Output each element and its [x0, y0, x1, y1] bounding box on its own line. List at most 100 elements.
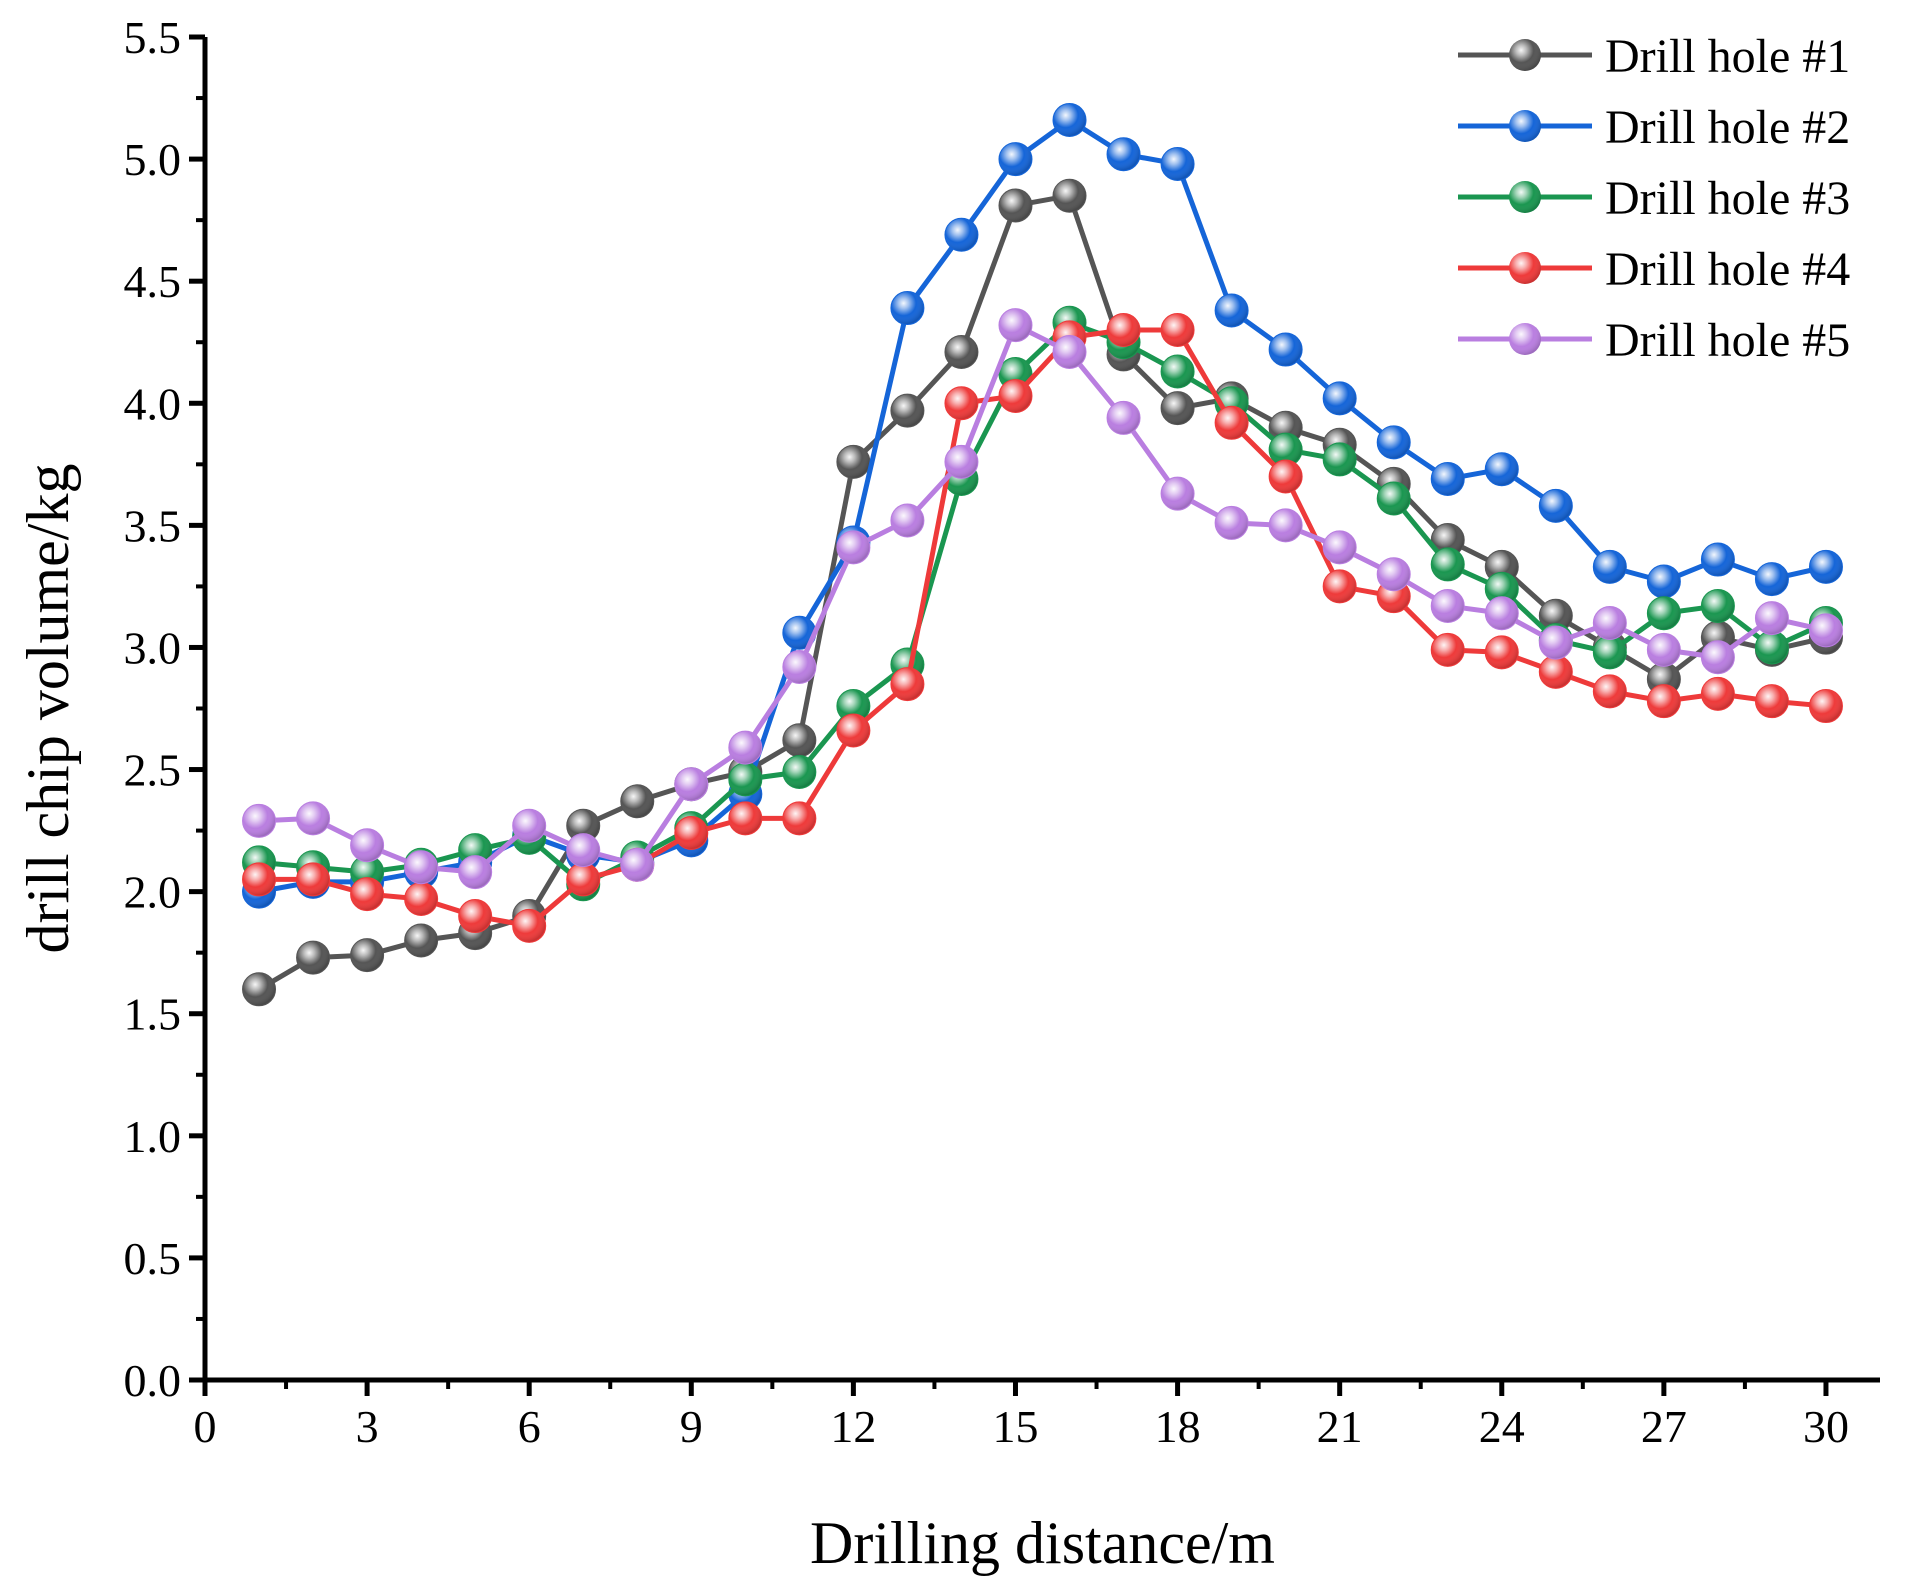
data-point-highlight: [513, 909, 546, 942]
data-point-highlight: [1269, 460, 1302, 493]
data-point: [404, 850, 439, 885]
data-point: [1106, 313, 1141, 348]
y-tick-label: 5.5: [124, 12, 182, 63]
data-point-highlight: [1215, 506, 1248, 539]
data-point-highlight: [1701, 589, 1734, 622]
data-point: [1484, 452, 1519, 487]
data-point: [1700, 588, 1735, 623]
data-point-highlight: [1323, 443, 1356, 476]
data-point-highlight: [1539, 599, 1572, 632]
data-point-highlight: [459, 900, 492, 933]
data-point: [242, 862, 277, 897]
data-point: [1160, 313, 1195, 348]
data-point: [1592, 606, 1627, 641]
data-point: [1430, 547, 1465, 582]
data-point-highlight: [351, 939, 384, 972]
data-point-highlight: [1485, 636, 1518, 669]
data-point-highlight: [837, 445, 870, 478]
data-point-highlight: [1701, 641, 1734, 674]
data-point-highlight: [1539, 626, 1572, 659]
data-point: [350, 938, 385, 973]
data-point: [1160, 354, 1195, 389]
data-point: [242, 972, 277, 1007]
data-point: [1592, 674, 1627, 709]
data-point-highlight: [1269, 509, 1302, 542]
data-point: [782, 723, 817, 758]
data-point-highlight: [1107, 401, 1140, 434]
data-point-highlight: [1107, 138, 1140, 171]
data-point-highlight: [1377, 482, 1410, 515]
data-point-highlight: [999, 379, 1032, 412]
legend-marker-highlight: [1509, 323, 1541, 355]
legend-label: Drill hole #1: [1605, 30, 1850, 83]
y-tick-label: 0.0: [124, 1355, 182, 1406]
data-point: [890, 503, 925, 538]
legend-marker-highlight: [1509, 39, 1541, 71]
legend-marker-highlight: [1509, 252, 1541, 284]
data-point: [620, 847, 655, 882]
data-point: [1754, 601, 1789, 636]
data-point: [1376, 481, 1411, 516]
legend-marker-highlight: [1509, 181, 1541, 213]
data-point: [728, 762, 763, 797]
legend-item-drill-hole-4: Drill hole #4: [1458, 243, 1850, 296]
series-drill-hole-2: [242, 103, 1843, 909]
y-tick-label: 3.0: [124, 622, 182, 673]
data-point: [458, 899, 493, 934]
data-point-highlight: [1053, 335, 1086, 368]
data-point: [566, 808, 601, 843]
data-point-highlight: [1161, 147, 1194, 180]
data-point-highlight: [783, 650, 816, 683]
data-point: [890, 291, 925, 326]
x-tick-label: 15: [992, 1401, 1038, 1452]
y-tick-label: 5.0: [124, 134, 182, 185]
data-point: [998, 308, 1033, 343]
data-point: [1052, 103, 1087, 138]
data-point-highlight: [1755, 685, 1788, 718]
data-point: [1322, 442, 1357, 477]
data-point: [674, 816, 709, 851]
data-point-highlight: [1053, 179, 1086, 212]
data-point-highlight: [1431, 462, 1464, 495]
data-point: [1484, 635, 1519, 670]
data-point: [1484, 596, 1519, 631]
data-point-highlight: [1431, 524, 1464, 557]
data-point: [1322, 569, 1357, 604]
data-point: [1106, 400, 1141, 435]
data-point: [1430, 523, 1465, 558]
data-point-highlight: [1485, 597, 1518, 630]
data-point: [1430, 632, 1465, 667]
y-tick-label: 4.0: [124, 378, 182, 429]
data-point: [1754, 684, 1789, 719]
data-point: [836, 530, 871, 565]
data-point-highlight: [1215, 406, 1248, 439]
y-tick-label: 0.5: [124, 1233, 182, 1284]
data-point: [1322, 530, 1357, 565]
legend-item-drill-hole-3: Drill hole #3: [1458, 172, 1850, 225]
legend-label: Drill hole #3: [1605, 172, 1850, 225]
data-point-highlight: [1161, 355, 1194, 388]
data-point: [1592, 635, 1627, 670]
data-point: [1376, 557, 1411, 592]
data-point-highlight: [783, 724, 816, 757]
series-drill-hole-5: [242, 308, 1843, 890]
data-point: [1808, 689, 1843, 724]
data-point-highlight: [837, 531, 870, 564]
legend-label: Drill hole #5: [1605, 314, 1850, 367]
data-point: [404, 881, 439, 916]
series-layer: [242, 103, 1843, 1007]
data-point-highlight: [1809, 614, 1842, 647]
data-point-highlight: [1593, 550, 1626, 583]
data-point: [458, 855, 493, 890]
series-line: [258, 117, 1827, 895]
data-point: [296, 940, 331, 975]
y-tick-label: 4.5: [124, 256, 182, 307]
data-point-highlight: [1431, 633, 1464, 666]
data-point-highlight: [1755, 602, 1788, 635]
data-point: [350, 828, 385, 863]
data-point: [566, 862, 601, 897]
data-point: [1268, 332, 1303, 367]
x-tick-label: 27: [1641, 1401, 1687, 1452]
data-point: [782, 754, 817, 789]
